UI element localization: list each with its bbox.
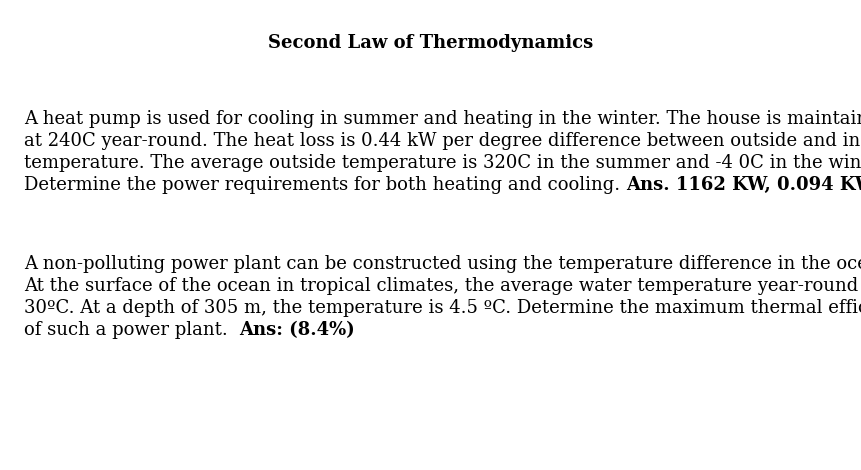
- Text: At the surface of the ocean in tropical climates, the average water temperature : At the surface of the ocean in tropical …: [24, 277, 861, 295]
- Text: Second Law of Thermodynamics: Second Law of Thermodynamics: [268, 34, 593, 52]
- Text: at 240C year-round. The heat loss is 0.44 kW per degree difference between outsi: at 240C year-round. The heat loss is 0.4…: [24, 132, 861, 150]
- Text: Ans. 1162 KW, 0.094 KW.: Ans. 1162 KW, 0.094 KW.: [625, 176, 861, 194]
- Text: 30ºC. At a depth of 305 m, the temperature is 4.5 ºC. Determine the maximum ther: 30ºC. At a depth of 305 m, the temperatu…: [24, 299, 861, 317]
- Text: A heat pump is used for cooling in summer and heating in the winter. The house i: A heat pump is used for cooling in summe…: [24, 110, 861, 128]
- Text: temperature. The average outside temperature is 320C in the summer and -4 0C in : temperature. The average outside tempera…: [24, 154, 861, 172]
- Text: Ans: (8.4%): Ans: (8.4%): [239, 321, 355, 339]
- Text: A non-polluting power plant can be constructed using the temperature difference : A non-polluting power plant can be const…: [24, 255, 861, 273]
- Text: Determine the power requirements for both heating and cooling.: Determine the power requirements for bot…: [24, 176, 625, 194]
- Text: of such a power plant.: of such a power plant.: [24, 321, 239, 339]
